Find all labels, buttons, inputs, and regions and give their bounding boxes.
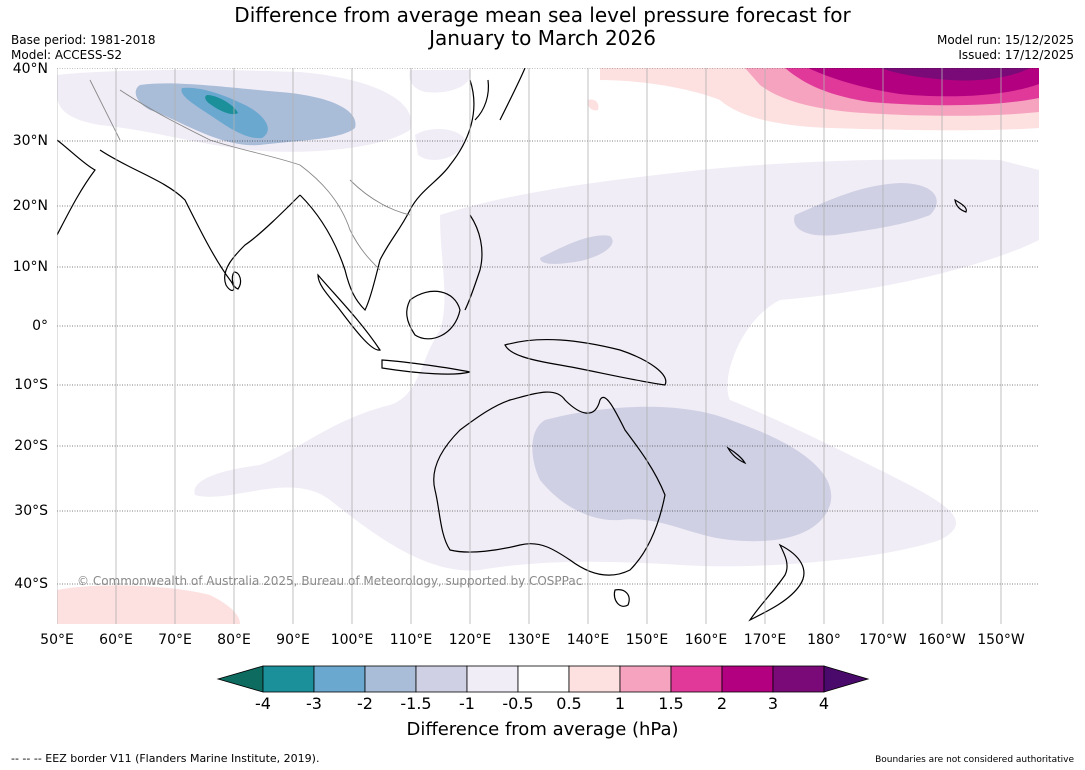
coast-japan xyxy=(499,68,526,121)
colorbar-bin-9 xyxy=(670,665,723,693)
lon-label-80e: 80°E xyxy=(217,632,251,648)
coast-sri-lanka xyxy=(231,271,242,290)
lon-label-170w: 170°W xyxy=(859,632,907,648)
anomaly-region-blue-himalaya xyxy=(181,87,268,139)
lat-label-20n: 20°N xyxy=(12,198,48,214)
model-run: Model run: 15/12/2025 xyxy=(936,33,1074,47)
coastlines xyxy=(57,68,967,622)
anomaly-region-slate-northpacific xyxy=(794,183,937,236)
anomaly-region-slate-australia xyxy=(532,406,832,542)
coast-hawaii xyxy=(954,198,967,213)
colorbar-tick: 1 xyxy=(614,694,626,713)
title-line-2: January to March 2026 xyxy=(429,26,656,50)
anomaly-region-lavender-east xyxy=(409,70,471,93)
lat-label-10n: 10°N xyxy=(12,259,48,275)
coast-arabia xyxy=(57,139,96,236)
colorbar-tick: -1.5 xyxy=(400,694,432,713)
lon-label-90e: 90°E xyxy=(276,632,310,648)
colorbar-tick: -1 xyxy=(459,694,475,713)
copyright-notice: © Commonwealth of Australia 2025, Bureau… xyxy=(77,574,583,588)
colorbar-bin-3 xyxy=(364,665,417,693)
coast-india xyxy=(99,149,301,292)
anomaly-region-slate-philippines xyxy=(540,235,613,264)
colorbar-tick: 2 xyxy=(716,694,728,713)
meta-right: Model run: 15/12/2025 Issued: 17/12/2025 xyxy=(937,33,1074,63)
colorbar-tick: -0.5 xyxy=(502,694,534,713)
colorbar-tick: 4 xyxy=(818,694,830,713)
colorbar-bin-7 xyxy=(568,665,621,693)
lon-grid xyxy=(57,68,1002,624)
boundary-disclaimer: Boundaries are not considered authoritat… xyxy=(875,755,1074,765)
lat-label-10s: 10°S xyxy=(14,377,48,393)
colorbar-bin-6 xyxy=(517,665,570,693)
colorbar-tick: -4 xyxy=(255,694,271,713)
coast-australia xyxy=(433,391,666,576)
anomaly-region-lavender-china xyxy=(415,128,465,160)
anomaly-region-pink-small xyxy=(587,99,599,111)
coast-sumatra xyxy=(317,273,381,351)
anomaly-region-lavender-main xyxy=(194,159,1039,571)
model-name: Model: ACCESS-S2 xyxy=(11,48,123,62)
issued-date: Issued: 17/12/2025 xyxy=(958,48,1074,62)
lon-label-100e: 100°E xyxy=(330,632,374,648)
lat-label-equator: 0° xyxy=(32,318,48,334)
anomaly-region-pink-southwest xyxy=(57,585,240,624)
lon-label-170e: 170°E xyxy=(743,632,787,648)
colorbar-extend-high xyxy=(823,665,870,693)
lon-label-50e: 50°E xyxy=(40,632,74,648)
lon-label-130e: 130°E xyxy=(507,632,551,648)
country-borders xyxy=(89,79,411,271)
lat-label-40n: 40°N xyxy=(12,61,48,77)
title-line-1: Difference from average mean sea level p… xyxy=(234,3,851,27)
colorbar-extend-low xyxy=(216,665,264,693)
colorbar-bin-4 xyxy=(415,665,468,693)
anomaly-region-teal-himalaya xyxy=(205,95,238,115)
lon-label-180: 180° xyxy=(807,632,841,648)
lon-label-150e: 150°E xyxy=(625,632,669,648)
coast-southeast-asia xyxy=(299,79,475,312)
colorbar-tick: 1.5 xyxy=(658,694,684,713)
coast-korea xyxy=(474,79,490,121)
lon-label-110e: 110°E xyxy=(389,632,433,648)
lat-label-20s: 20°S xyxy=(14,438,48,454)
lon-label-160w: 160°W xyxy=(918,632,966,648)
lon-label-160e: 160°E xyxy=(684,632,728,648)
anomaly-region-purple xyxy=(880,68,1030,81)
colorbar-bin-2 xyxy=(313,665,366,693)
colorbar-tick: 0.5 xyxy=(556,694,582,713)
colorbar-bin-5 xyxy=(466,665,519,693)
colorbar-tick: -3 xyxy=(306,694,322,713)
map-area xyxy=(57,68,1039,624)
colorbar-tick: -2 xyxy=(357,694,373,713)
meta-left: Base period: 1981-2018 Model: ACCESS-S2 xyxy=(11,33,156,63)
eez-legend: -- -- -- EEZ border V11 (Flanders Marine… xyxy=(11,752,320,765)
colorbar xyxy=(216,665,870,693)
colorbar-bin-10 xyxy=(721,665,774,693)
lat-label-40s: 40°S xyxy=(14,576,48,592)
colorbar-tick: 3 xyxy=(767,694,779,713)
colorbar-bin-8 xyxy=(619,665,672,693)
lon-label-120e: 120°E xyxy=(448,632,492,648)
colorbar-bin-11 xyxy=(772,665,825,693)
colorbar-label: Difference from average (hPa) xyxy=(406,719,679,740)
lon-label-140e: 140°E xyxy=(566,632,610,648)
coast-tasmania xyxy=(613,589,630,607)
base-period: Base period: 1981-2018 xyxy=(11,33,156,47)
coast-new-caledonia xyxy=(726,446,747,465)
lon-label-70e: 70°E xyxy=(158,632,192,648)
coast-philippines xyxy=(464,214,483,311)
coast-new-zealand xyxy=(748,543,805,622)
lat-label-30s: 30°S xyxy=(14,503,48,519)
colorbar-bin-1 xyxy=(262,665,315,693)
coast-borneo xyxy=(406,290,461,340)
lat-grid xyxy=(57,68,1039,585)
lon-label-150w: 150°W xyxy=(977,632,1025,648)
chart-title: Difference from average mean sea level p… xyxy=(0,4,1085,50)
lat-label-30n: 30°N xyxy=(12,133,48,149)
lon-label-60e: 60°E xyxy=(99,632,133,648)
